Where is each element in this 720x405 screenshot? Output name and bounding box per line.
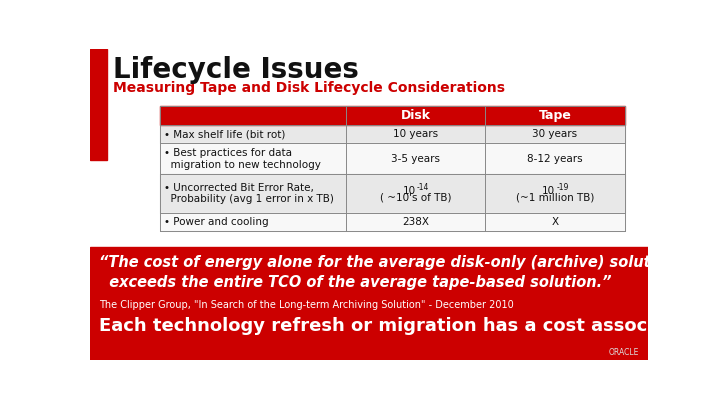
Text: X: X bbox=[552, 217, 559, 227]
Text: ( ~10's of TB): ( ~10's of TB) bbox=[379, 193, 451, 203]
Text: “The cost of energy alone for the average disk-only (archive) solution: “The cost of energy alone for the averag… bbox=[99, 255, 676, 270]
Text: Disk: Disk bbox=[400, 109, 431, 122]
Bar bbox=[160, 125, 625, 143]
Bar bbox=[160, 174, 625, 213]
Bar bbox=[160, 107, 625, 231]
Bar bbox=[160, 213, 625, 231]
Text: exceeds the entire TCO of the average tape-based solution.”: exceeds the entire TCO of the average ta… bbox=[99, 275, 612, 290]
Text: 238X: 238X bbox=[402, 217, 429, 227]
Text: -14: -14 bbox=[417, 183, 429, 192]
Text: • Best practices for data
  migration to new technology: • Best practices for data migration to n… bbox=[163, 148, 320, 170]
Text: Measuring Tape and Disk Lifecycle Considerations: Measuring Tape and Disk Lifecycle Consid… bbox=[113, 81, 505, 95]
Text: The Clipper Group, "In Search of the Long-term Archiving Solution" - December 20: The Clipper Group, "In Search of the Lon… bbox=[99, 300, 514, 309]
Text: 10: 10 bbox=[542, 186, 555, 196]
Text: 3-5 years: 3-5 years bbox=[391, 154, 440, 164]
Text: ORACLE: ORACLE bbox=[608, 347, 639, 356]
Text: 30 years: 30 years bbox=[532, 129, 577, 139]
Text: 10: 10 bbox=[402, 186, 416, 196]
Text: Each technology refresh or migration has a cost associated: Each technology refresh or migration has… bbox=[99, 317, 699, 335]
Bar bbox=[160, 143, 625, 174]
Bar bbox=[90, 247, 648, 360]
Text: (~1 million TB): (~1 million TB) bbox=[516, 193, 594, 203]
Text: • Power and cooling: • Power and cooling bbox=[163, 217, 269, 227]
Text: Lifecycle Issues: Lifecycle Issues bbox=[113, 56, 359, 84]
Text: 8-12 years: 8-12 years bbox=[527, 154, 582, 164]
Text: • Uncorrected Bit Error Rate,
  Probability (avg 1 error in x TB): • Uncorrected Bit Error Rate, Probabilit… bbox=[163, 183, 333, 204]
Text: Tape: Tape bbox=[539, 109, 572, 122]
Text: • Max shelf life (bit rot): • Max shelf life (bit rot) bbox=[163, 129, 285, 139]
Text: -19: -19 bbox=[557, 183, 569, 192]
Text: 10 years: 10 years bbox=[393, 129, 438, 139]
Bar bbox=[90, 49, 107, 160]
Bar bbox=[160, 107, 625, 125]
